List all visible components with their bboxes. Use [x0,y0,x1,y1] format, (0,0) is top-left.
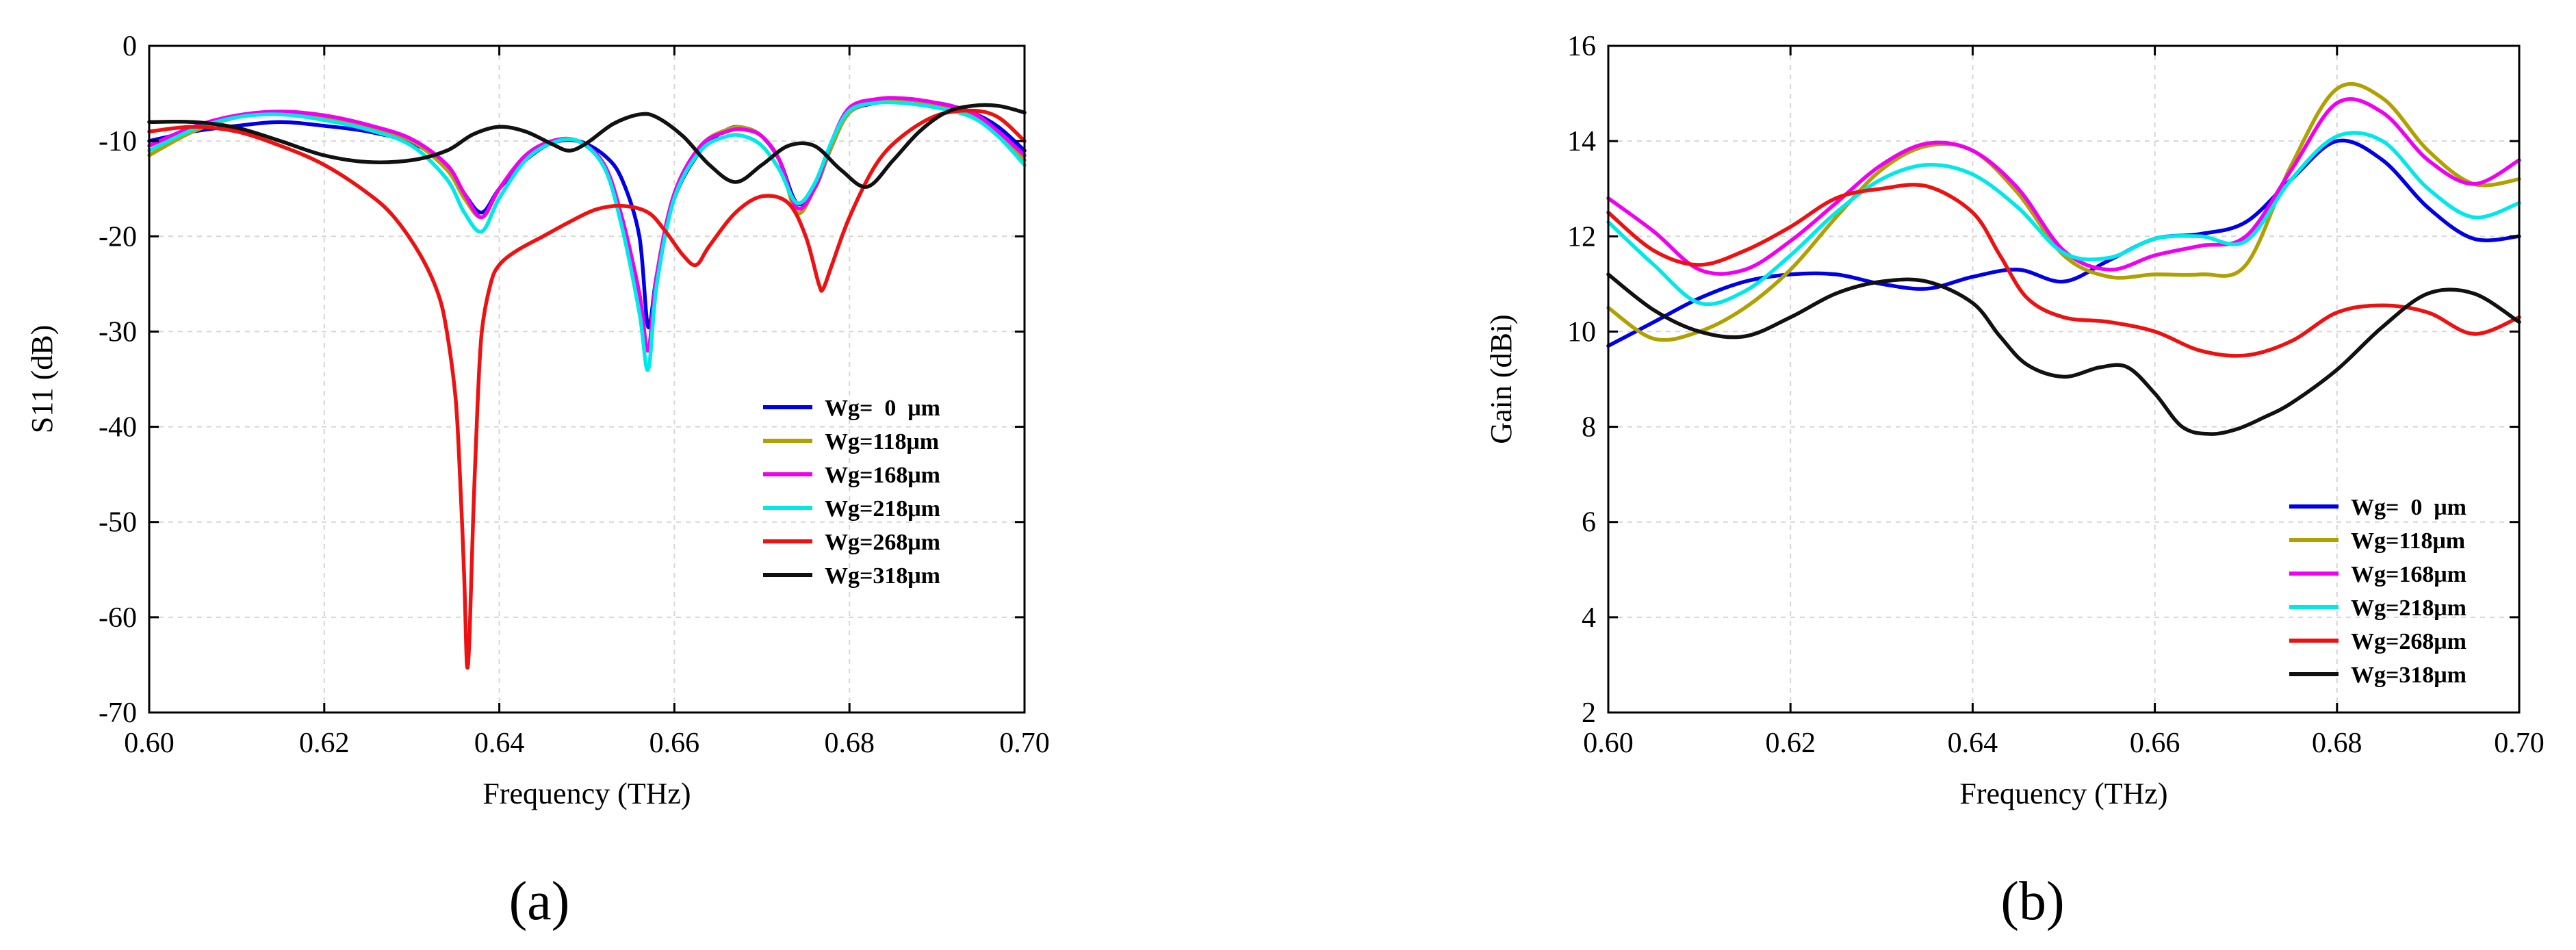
legend-a: Wg= 0 μm Wg=118μm Wg=168μm Wg=218μm Wg=268μm… [763,396,940,589]
legend-label-a-5: Wg=318μm [825,563,940,589]
x-tick-label-a-3: 0.66 [649,728,700,759]
y-tick-label-b-5: 12 [1567,221,1596,253]
legend-label-a-4: Wg=268μm [825,530,940,555]
series-line-b-5 [1606,272,2521,436]
x-tick-label-b-4: 0.68 [2312,728,2362,759]
panel-label-b: (b) [2000,871,2064,932]
chart-panel-a: 0.60 0.62 0.64 0.66 0.68 0.70 0 -10 -20 -30 -40 -5… [25,31,1050,932]
legend-label-b-0: Wg= 0 μm [2351,495,2466,520]
y-tick-label-a-7: -70 [99,697,137,729]
legend-label-a-3: Wg=218μm [825,496,940,522]
y-tick-label-b-6: 14 [1567,126,1596,157]
legend-label-b-5: Wg=318μm [2351,663,2466,688]
legend-label-b-2: Wg=168μm [2351,562,2466,587]
plot-frame-b [1607,44,2521,714]
legend-label-b-3: Wg=218μm [2351,595,2466,621]
tick-marks-b [1607,44,2521,714]
y-tick-label-b-1: 4 [1582,602,1596,634]
legend-label-a-1: Wg=118μm [825,429,939,454]
x-tick-label-b-1: 0.62 [1765,728,1816,759]
x-tick-label-a-2: 0.64 [474,728,525,759]
legend-label-a-2: Wg=168μm [825,463,940,488]
y-tick-label-a-2: -20 [99,221,137,253]
series-line-b-4 [1606,183,2521,358]
y-tick-label-b-0: 2 [1582,697,1596,729]
x-tick-label-b-3: 0.66 [2130,728,2180,759]
series-line-a-2 [147,96,1027,353]
x-tick-label-b-2: 0.64 [1948,728,1998,759]
x-tick-labels-a: 0.60 0.62 0.64 0.66 0.68 0.70 [124,728,1050,759]
legend-b: Wg= 0 μm Wg=118μm Wg=168μm Wg=218μm Wg=268μm… [2289,495,2466,688]
x-tick-label-a-5: 0.70 [999,728,1050,759]
y-tick-label-a-5: -50 [99,507,137,539]
y-tick-labels-a: 0 -10 -20 -30 -40 -50 -60 -70 [99,31,137,729]
legend-label-b-1: Wg=118μm [2351,528,2465,554]
y-tick-labels-b: 2 4 6 8 10 12 14 16 [1567,31,1596,729]
series-line-b-1 [1606,81,2521,342]
y-tick-label-b-2: 6 [1582,507,1596,539]
tick-marks-a [148,44,1026,714]
y-tick-label-b-3: 8 [1582,412,1596,444]
x-tick-label-a-1: 0.62 [299,728,350,759]
series-lines-b [1606,81,2521,436]
x-axis-label-b: Frequency (THz) [1959,777,2167,810]
series-line-b-2 [1606,97,2521,276]
x-tick-label-b-5: 0.70 [2494,728,2545,759]
series-line-b-3 [1606,131,2521,307]
chart-panel-b: 0.60 0.62 0.64 0.66 0.68 0.70 2 4 6 8 10 12 14 16 Fr… [1484,31,2545,932]
panel-label-a: (a) [509,871,570,932]
y-axis-label-a: S11 (dB) [25,325,59,434]
legend-label-b-4: Wg=268μm [2351,629,2466,654]
x-tick-label-a-4: 0.68 [824,728,875,759]
y-tick-label-a-1: -10 [99,126,137,157]
x-tick-label-b-0: 0.60 [1583,728,1634,759]
series-line-a-4 [147,108,1027,670]
y-axis-label-b: Gain (dBi) [1484,314,1518,444]
y-tick-label-b-4: 10 [1567,316,1596,348]
y-tick-label-a-4: -40 [99,412,137,444]
legend-label-a-0: Wg= 0 μm [825,396,940,421]
series-line-a-5 [147,103,1027,189]
x-tick-labels-b: 0.60 0.62 0.64 0.66 0.68 0.70 [1583,728,2545,759]
plot-frame-a [148,44,1026,714]
series-line-a-3 [147,100,1027,372]
y-tick-label-b-7: 16 [1567,31,1596,62]
x-axis-label-a: Frequency (THz) [482,777,691,810]
y-tick-label-a-3: -30 [99,316,137,348]
y-tick-label-a-6: -60 [99,602,137,634]
y-tick-label-a-0: 0 [123,31,137,62]
x-tick-label-a-0: 0.60 [124,728,175,759]
series-lines-a [147,96,1027,670]
